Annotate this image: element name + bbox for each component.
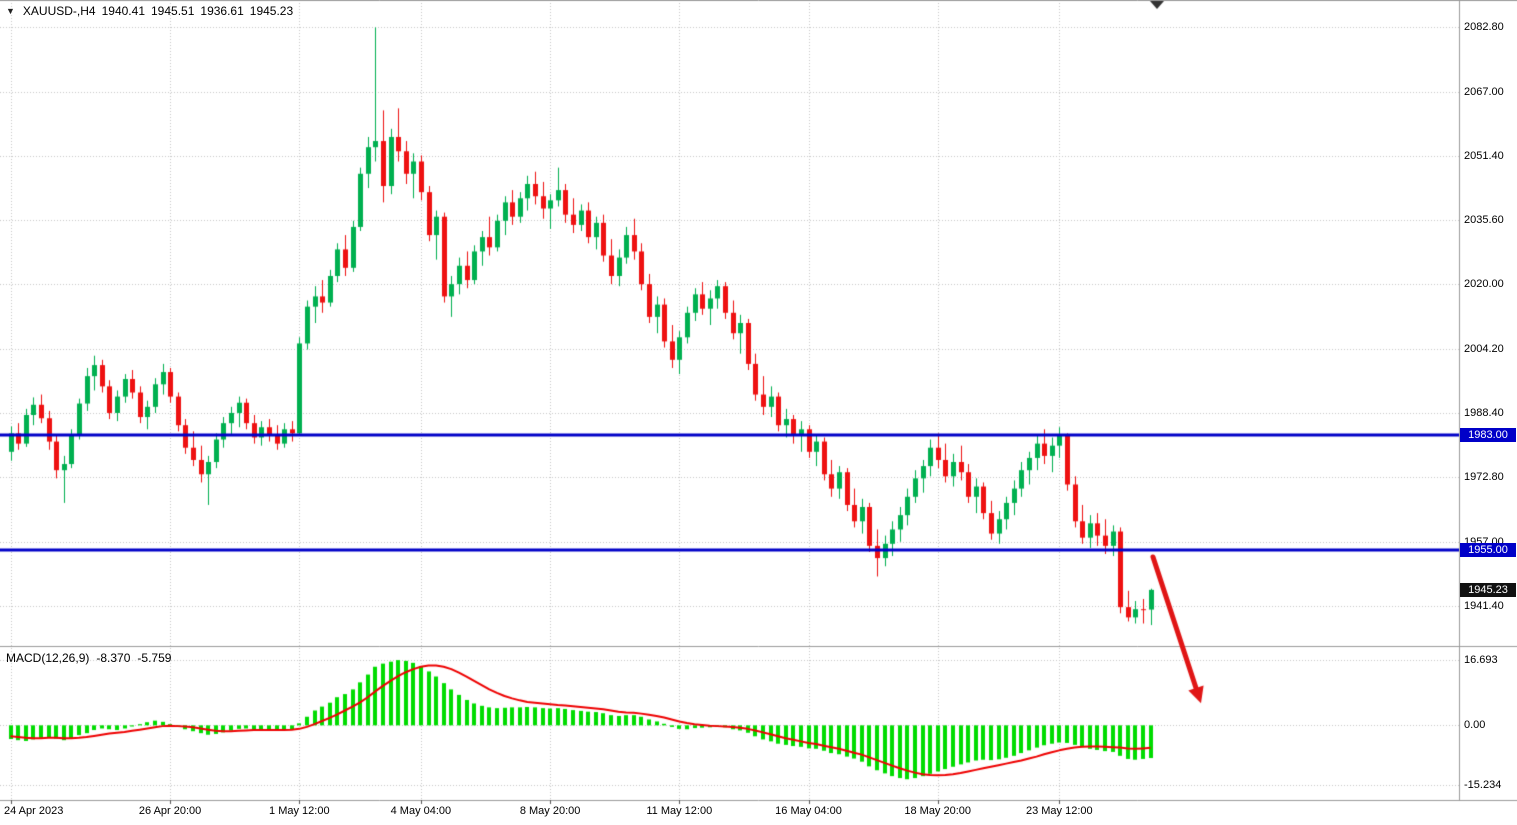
chart-canvas[interactable] [0, 0, 1517, 825]
